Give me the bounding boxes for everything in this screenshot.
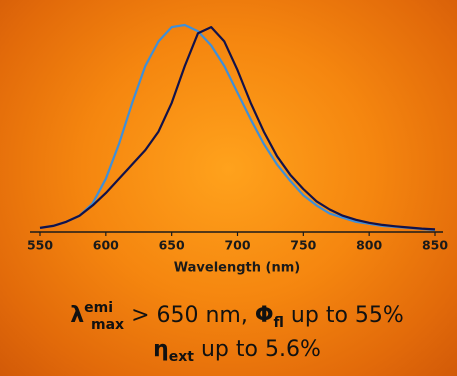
annotation-text: up to 55% (284, 303, 404, 328)
annotation-text: > 650 nm, (124, 303, 255, 328)
x-tick-label: 650 (159, 238, 185, 253)
annotation: ηext up to 5.6% (153, 337, 321, 365)
annotation-text: λ (70, 303, 84, 328)
annotation-sub: ext (169, 349, 195, 365)
x-tick-label: 550 (27, 238, 53, 253)
x-tick-label: 850 (422, 238, 448, 253)
annotation-sub: fl (274, 315, 284, 331)
screenshot: Wavelength (nm) λemimax > 650 nm, Φfl up… (0, 0, 457, 376)
x-tick-label: 750 (290, 238, 316, 253)
annotation-text: Φ (255, 303, 274, 328)
series-line (40, 27, 435, 229)
x-axis-label: Wavelength (nm) (174, 261, 300, 276)
annotation-sup: emi (84, 300, 113, 316)
annotation-text: η (153, 337, 169, 362)
x-tick-label: 600 (93, 238, 119, 253)
x-tick-label: 700 (224, 238, 250, 253)
annotation-text: up to 5.6% (194, 337, 321, 362)
chart: Wavelength (nm) λemimax > 650 nm, Φfl up… (0, 0, 457, 376)
x-tick-label: 800 (356, 238, 382, 253)
annotation-sub: max (91, 317, 124, 333)
